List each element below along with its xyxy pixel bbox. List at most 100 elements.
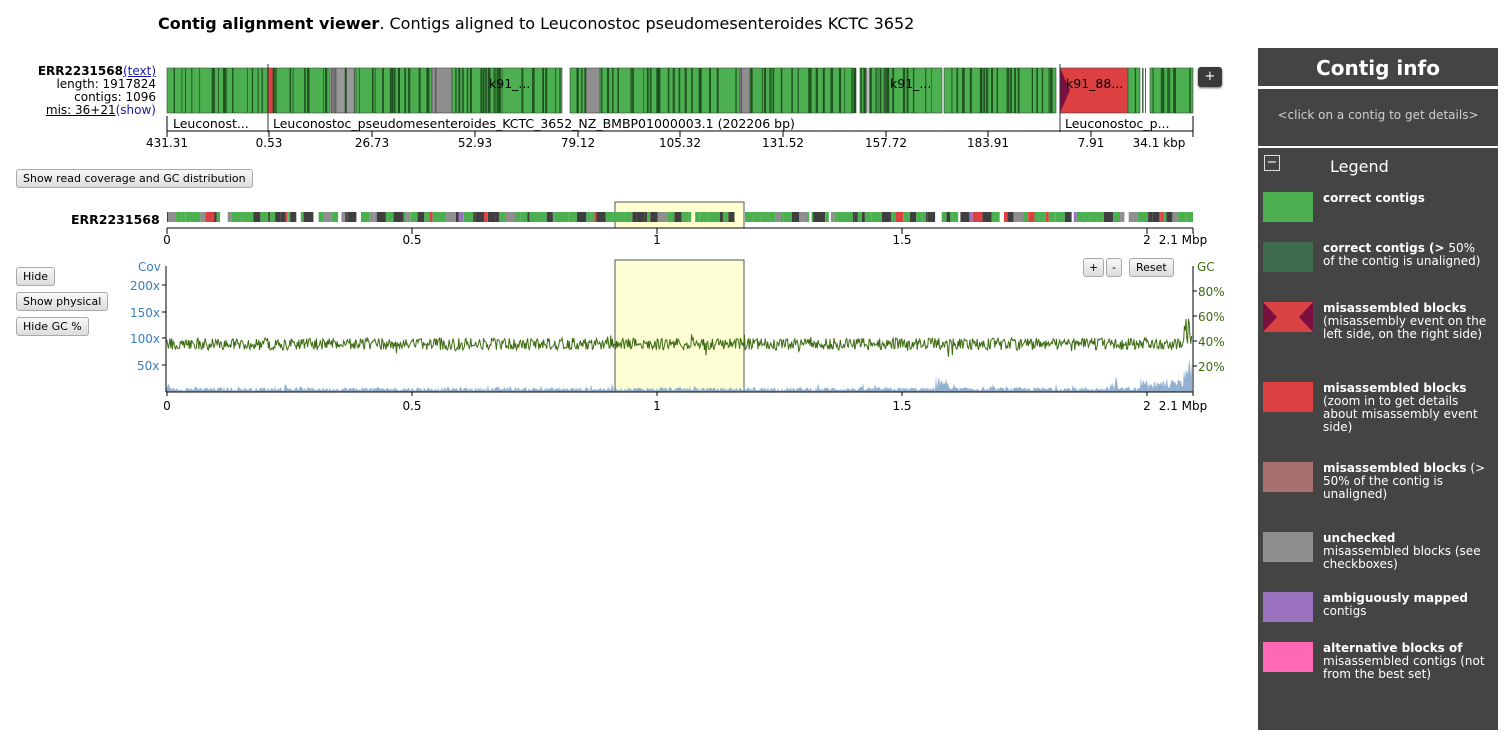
overview-block[interactable] <box>903 212 910 222</box>
contig-block[interactable] <box>1127 67 1141 114</box>
overview-block[interactable] <box>657 212 667 222</box>
overview-block[interactable] <box>200 212 206 222</box>
overview-block[interactable] <box>458 212 464 222</box>
overview-block[interactable] <box>429 212 433 222</box>
contig-label[interactable]: k91_... <box>890 76 932 91</box>
overview-contig-blocks[interactable] <box>167 212 1193 222</box>
overview-block[interactable] <box>1103 212 1114 222</box>
contig-block[interactable] <box>166 67 269 114</box>
overview-block[interactable] <box>952 212 959 222</box>
overview-block[interactable] <box>1089 212 1097 222</box>
overview-block[interactable] <box>982 212 992 222</box>
overview-block[interactable] <box>300 212 302 222</box>
contig-block[interactable] <box>273 67 331 114</box>
overview-block[interactable] <box>288 212 291 222</box>
overview-block[interactable] <box>347 212 357 222</box>
overview-block[interactable] <box>707 212 713 222</box>
overview-block[interactable] <box>854 212 858 222</box>
overview-block[interactable] <box>922 212 926 222</box>
overview-block[interactable] <box>682 212 688 222</box>
overview-block[interactable] <box>650 212 658 222</box>
text-link[interactable]: (text) <box>122 64 156 78</box>
overview-block[interactable] <box>341 212 346 222</box>
overview-block[interactable] <box>644 212 648 222</box>
overview-block[interactable] <box>969 212 973 222</box>
contig-block[interactable] <box>599 67 741 114</box>
overview-block[interactable] <box>834 212 838 222</box>
overview-block[interactable] <box>1113 212 1121 222</box>
overview-block[interactable] <box>880 212 882 222</box>
overview-block[interactable] <box>1064 212 1072 222</box>
overview-block[interactable] <box>506 212 515 222</box>
overview-block[interactable] <box>515 212 521 222</box>
overview-block[interactable] <box>666 212 675 222</box>
overview-block[interactable] <box>1003 212 1008 222</box>
overview-block[interactable] <box>475 212 485 222</box>
overview-block[interactable] <box>850 212 853 222</box>
overview-block[interactable] <box>1039 212 1046 222</box>
overview-block[interactable] <box>926 212 928 222</box>
overview-block[interactable] <box>613 212 623 222</box>
reset-button[interactable]: Reset <box>1129 258 1174 277</box>
overview-block[interactable] <box>290 212 297 222</box>
overview-block[interactable] <box>910 212 916 222</box>
overview-block[interactable] <box>719 212 723 222</box>
overview-block[interactable] <box>1178 212 1187 222</box>
overview-block[interactable] <box>280 212 286 222</box>
overview-block[interactable] <box>1160 212 1164 222</box>
overview-block[interactable] <box>941 212 947 222</box>
overview-block[interactable] <box>345 212 348 222</box>
hide-coverage-button[interactable]: Hide <box>16 267 56 286</box>
overview-block[interactable] <box>807 212 809 222</box>
overview-block[interactable] <box>728 212 732 222</box>
expand-button[interactable]: + <box>1198 67 1222 87</box>
contig-block[interactable] <box>1149 67 1194 114</box>
overview-block[interactable] <box>1120 212 1125 222</box>
overview-block[interactable] <box>960 212 970 222</box>
overview-block[interactable] <box>1166 212 1173 222</box>
overview-block[interactable] <box>624 212 633 222</box>
overview-block[interactable] <box>1163 212 1167 222</box>
overview-block[interactable] <box>1083 212 1090 222</box>
overview-block[interactable] <box>1172 212 1179 222</box>
overview-block[interactable] <box>275 212 281 222</box>
overview-block[interactable] <box>1128 212 1138 222</box>
overview-block[interactable] <box>915 212 917 222</box>
overview-block[interactable] <box>830 212 835 222</box>
overview-block[interactable] <box>318 212 324 222</box>
overview-block[interactable] <box>181 212 186 222</box>
overview-block[interactable] <box>871 212 881 222</box>
overview-block[interactable] <box>950 212 953 222</box>
overview-block[interactable] <box>285 212 288 222</box>
overview-block[interactable] <box>303 212 314 222</box>
overview-block[interactable] <box>432 212 437 222</box>
hide-gc-button[interactable]: Hide GC % <box>16 317 89 336</box>
overview-block[interactable] <box>424 212 430 222</box>
overview-block[interactable] <box>227 212 232 222</box>
overview-block[interactable] <box>808 212 810 222</box>
overview-block[interactable] <box>456 212 459 222</box>
overview-block[interactable] <box>732 212 735 222</box>
overview-block[interactable] <box>622 212 625 222</box>
overview-block[interactable] <box>546 212 553 222</box>
overview-block[interactable] <box>167 212 169 222</box>
overview-block[interactable] <box>270 212 276 222</box>
overview-block[interactable] <box>991 212 1000 222</box>
overview-block[interactable] <box>1076 212 1084 222</box>
overview-block[interactable] <box>818 212 824 222</box>
chromosome-label[interactable]: Leuconostoc_pseudomesenteroides_KCTC_365… <box>273 116 795 131</box>
overview-block[interactable] <box>891 212 896 222</box>
overview-block[interactable] <box>410 212 418 222</box>
overview-block[interactable] <box>647 212 651 222</box>
overview-block[interactable] <box>1028 212 1035 222</box>
overview-block[interactable] <box>260 212 269 222</box>
contig-label[interactable]: k91_... <box>489 76 531 91</box>
overview-block[interactable] <box>376 212 386 222</box>
overview-block[interactable] <box>1148 212 1153 222</box>
overview-block[interactable] <box>331 212 339 222</box>
overview-block[interactable] <box>857 212 863 222</box>
overview-block[interactable] <box>760 212 770 222</box>
overview-block[interactable] <box>811 212 814 222</box>
overview-block[interactable] <box>699 212 708 222</box>
contig-block[interactable] <box>435 67 453 114</box>
